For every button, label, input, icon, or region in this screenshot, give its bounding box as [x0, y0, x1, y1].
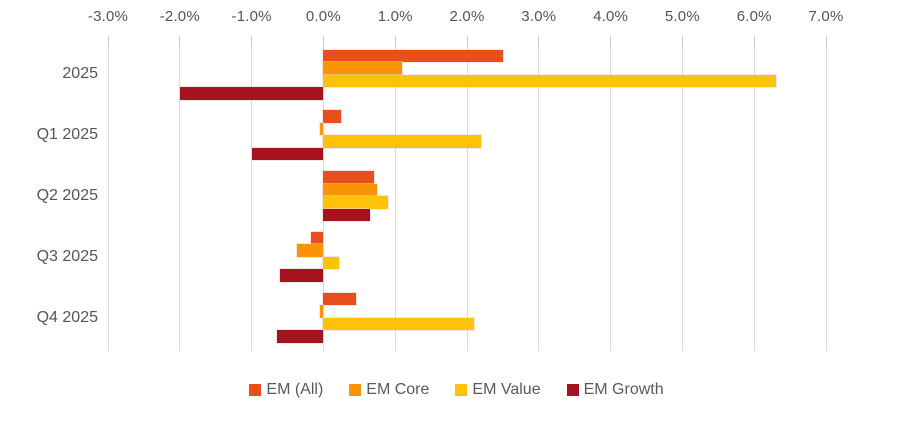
bar-em-core-q2-2025 [323, 183, 378, 197]
legend-swatch-em-core [349, 384, 362, 396]
bar-em-value-q1-2025 [323, 135, 482, 148]
y-axis-category-label: Q4 2025 [36, 308, 98, 326]
legend-item-em-core: EM Core [349, 381, 429, 399]
y-axis-category-label: Q2 2025 [36, 187, 98, 204]
legend-swatch-em-growth [566, 384, 579, 396]
x-axis-tick-label: -2.0% [159, 8, 200, 25]
x-axis-tick-label: 3.0% [521, 8, 557, 25]
x-axis-tick [538, 36, 540, 47]
x-axis-tick-label: 7.0% [808, 8, 844, 25]
x-axis-tick [251, 36, 253, 47]
y-axis-category-label: Q1 2025 [36, 126, 98, 144]
x-axis-tick [753, 36, 755, 47]
x-axis-tick [681, 36, 683, 47]
bar-em-value-2025 [323, 74, 776, 87]
x-axis-tick [610, 36, 612, 47]
bar-em-core-2025 [323, 62, 403, 75]
y-axis-category-label: Q3 2025 [36, 247, 98, 265]
legend-label: EM Growth [583, 381, 664, 398]
bar-em-value-q4-2025 [323, 317, 475, 331]
bar-em-core-q1-2025 [319, 122, 324, 136]
x-axis-tick-label: 1.0% [377, 8, 413, 25]
gridline [681, 47, 683, 351]
legend-swatch-em-all [249, 384, 262, 396]
x-axis-tick [322, 36, 324, 47]
bar-em-growth-q3-2025 [280, 269, 324, 282]
bar-em-value-q3-2025 [323, 256, 340, 270]
bar-em-core-q4-2025 [319, 305, 324, 318]
y-axis-category-label: 2025 [62, 65, 98, 83]
gridline [466, 47, 468, 351]
legend-label: EM Value [472, 381, 541, 398]
bar-em-all-q3-2025 [311, 231, 324, 245]
plot-area [107, 47, 827, 351]
legend-label: EM (All) [266, 381, 324, 398]
x-axis-tick [466, 36, 468, 47]
legend-item-em-growth: EM Growth [566, 381, 664, 399]
gridline [107, 47, 109, 351]
gridline [179, 47, 181, 351]
legend-item-em-value: EM Value [455, 381, 541, 399]
gridline [825, 47, 827, 351]
legend: EM (All) EM Core EM Value EM Growth [0, 381, 913, 399]
x-axis-tick-label: -1.0% [231, 8, 272, 25]
x-axis-tick-label: 6.0% [736, 8, 772, 25]
gridline [753, 47, 755, 351]
x-axis-tick [394, 36, 396, 47]
x-axis-tick-label: 0.0% [305, 8, 341, 25]
x-axis-tick-label: 5.0% [664, 8, 700, 25]
bar-em-all-q4-2025 [323, 292, 357, 306]
bar-em-core-q3-2025 [296, 244, 324, 257]
bar-em-growth-q1-2025 [251, 147, 324, 161]
gridline [538, 47, 540, 351]
x-axis-tick [179, 36, 181, 47]
legend-item-em-all: EM (All) [249, 381, 323, 399]
bar-em-value-q2-2025 [323, 196, 388, 209]
x-axis-tick [825, 36, 827, 47]
x-axis-tick-label: 2.0% [449, 8, 485, 25]
bar-em-growth-q2-2025 [323, 208, 371, 222]
x-axis-tick-label: -3.0% [87, 8, 129, 25]
bar-em-all-q1-2025 [323, 110, 342, 123]
bar-em-all-q2-2025 [323, 171, 374, 184]
bar-em-all-2025 [323, 49, 503, 62]
x-axis-tick-label: 4.0% [593, 8, 629, 25]
gridline [394, 47, 396, 351]
gridline [610, 47, 612, 351]
bar-em-growth-2025 [179, 87, 324, 100]
bar-em-growth-q4-2025 [276, 330, 324, 343]
x-axis-tick [107, 36, 109, 47]
gridline [251, 47, 253, 351]
legend-swatch-em-value [455, 384, 468, 396]
legend-label: EM Core [366, 381, 430, 398]
